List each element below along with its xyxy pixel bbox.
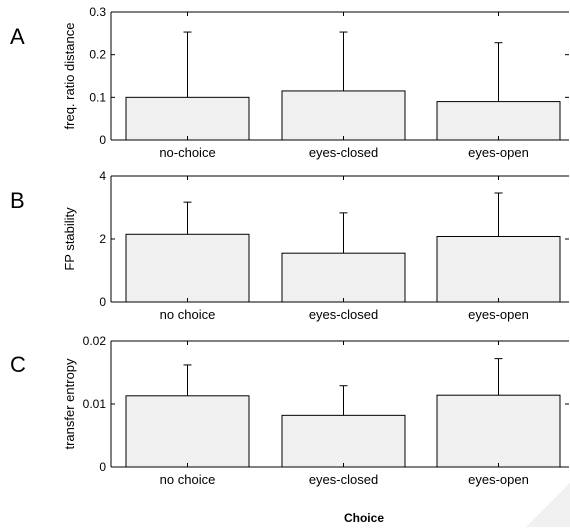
category-label: no choice: [160, 307, 216, 322]
y-tick-label: 0: [99, 133, 106, 147]
x-axis-label: Choice: [344, 511, 384, 525]
y-axis-label: freq. ratio distance: [62, 23, 77, 130]
bar-eyes-open: [436, 101, 561, 141]
y-axis-label: FP stability: [62, 207, 77, 271]
y-tick-label: 0.02: [83, 334, 107, 348]
category-label: eyes-closed: [309, 472, 378, 487]
y-tick-label: 2: [99, 232, 106, 246]
bar-no-choice: [125, 96, 250, 141]
y-tick-label: 0: [99, 295, 106, 309]
y-tick-label: 0.3: [89, 5, 106, 19]
category-label: eyes-open: [468, 472, 529, 487]
bar-eyes-closed: [281, 414, 406, 468]
category-label: eyes-open: [468, 145, 529, 160]
y-tick-label: 0.1: [89, 90, 106, 104]
panel-letter-a: A: [10, 24, 25, 49]
bar-eyes-open: [436, 235, 561, 303]
category-label: eyes-closed: [309, 307, 378, 322]
category-label: eyes-open: [468, 307, 529, 322]
bar-eyes-closed: [281, 252, 406, 303]
category-label: eyes-closed: [309, 145, 378, 160]
panel-letter-b: B: [10, 188, 25, 213]
category-label: no-choice: [159, 145, 215, 160]
y-tick-label: 4: [99, 169, 106, 183]
page-curl-decoration: [526, 483, 570, 527]
y-tick-label: 0: [99, 460, 106, 474]
y-tick-label: 0.01: [83, 397, 107, 411]
y-axis-label: transfer entropy: [62, 358, 77, 450]
bar-eyes-open: [436, 394, 561, 468]
bar-no choice: [125, 395, 250, 468]
bar-eyes-closed: [281, 90, 406, 141]
bar-no choice: [125, 233, 250, 303]
panel-letter-c: C: [10, 352, 26, 377]
category-label: no choice: [160, 472, 216, 487]
y-tick-label: 0.2: [89, 48, 106, 62]
